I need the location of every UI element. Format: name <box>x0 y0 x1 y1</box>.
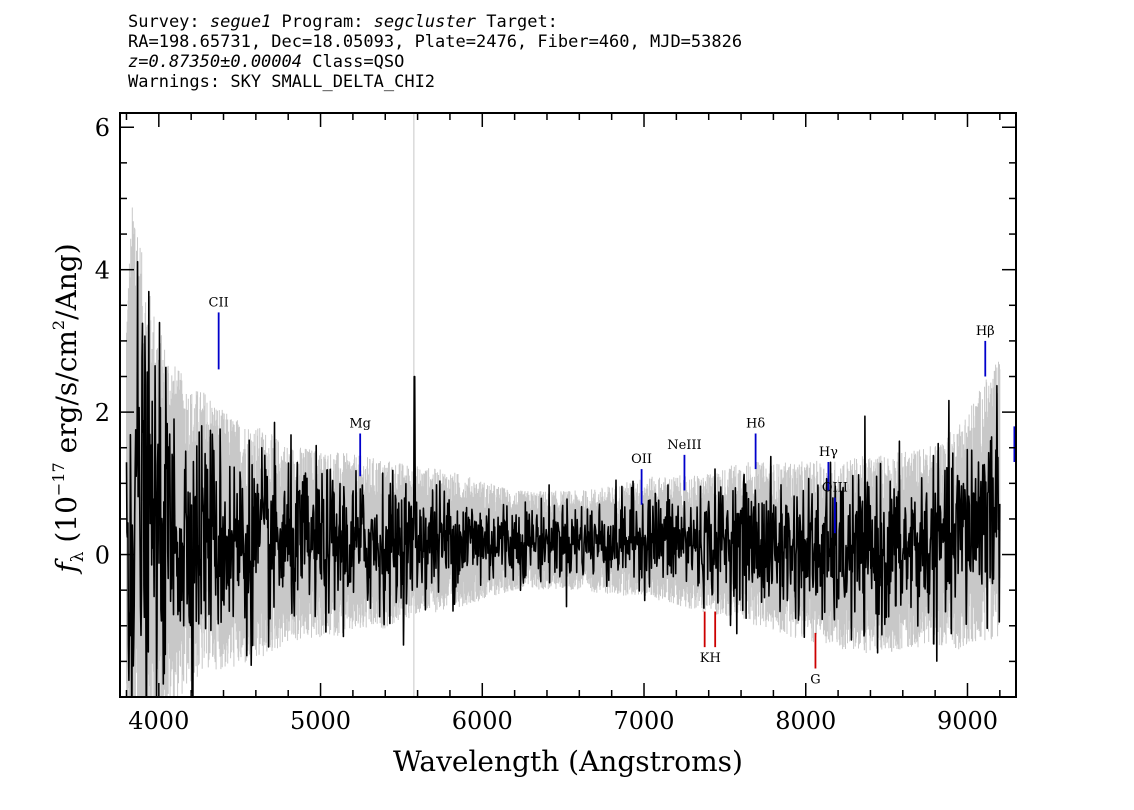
y-axis-mid: erg/s/cm <box>50 330 83 462</box>
error-spectrum <box>126 113 1001 697</box>
x-tick-label: 8000 <box>775 707 836 735</box>
absorption-label-2: G <box>810 673 820 688</box>
emission-label-4: Hδ <box>746 416 765 431</box>
y-tick-label: 4 <box>95 257 110 285</box>
y-axis-rest: (10 <box>50 496 83 551</box>
x-axis-title: Wavelength (Angstroms) <box>393 745 743 778</box>
survey-value: segue1 <box>209 12 272 32</box>
flux-spectrum <box>125 260 1001 697</box>
header-line-warnings: Warnings: SKY SMALL_DELTA_CHI2 <box>128 72 436 92</box>
survey-label: Survey: <box>128 12 210 32</box>
y-tick-label: 2 <box>95 399 110 427</box>
x-tick-label: 6000 <box>452 707 513 735</box>
absorption-label-0: K <box>700 651 710 666</box>
y-axis-exp1: −17 <box>49 462 68 496</box>
plot-frame <box>119 112 1017 698</box>
x-tick-label: 5000 <box>290 707 351 735</box>
program-value: segcluster <box>373 12 477 32</box>
emission-label-3: NeIII <box>667 438 701 453</box>
target-label: Target: <box>476 12 558 32</box>
absorption-label-1: H <box>710 651 721 666</box>
y-axis-title: fλ (10−17 erg/s/cm2/Ang) <box>49 243 88 574</box>
header-line-redshift: z=0.87350±0.00004 Class=QSO <box>128 52 742 72</box>
y-axis-end: /Ang) <box>50 243 83 320</box>
emission-label-1: Mg <box>349 416 371 431</box>
x-tick-label: 4000 <box>128 707 189 735</box>
header-line-survey: Survey: segue1 Program: segcluster Targe… <box>128 12 742 32</box>
x-tick-label: 9000 <box>937 707 998 735</box>
emission-label-2: OII <box>631 452 652 467</box>
class-value: Class=QSO <box>302 52 405 72</box>
y-tick-label: 0 <box>95 542 110 570</box>
x-tick-label: 7000 <box>613 707 674 735</box>
emission-label-0: CII <box>209 295 229 310</box>
flux-line <box>125 260 1001 697</box>
y-axis-exp2: 2 <box>49 320 68 330</box>
y-axis-lambda: λ <box>68 551 88 562</box>
y-tick-label: 6 <box>95 114 110 142</box>
axis-ticks: 4000 5000 6000 7000 8000 9000 0 2 4 6 <box>95 113 1016 735</box>
redshift-value: z=0.87350±0.00004 <box>128 52 302 72</box>
emission-label-7: Hβ <box>976 324 995 339</box>
program-label: Program: <box>271 12 374 32</box>
spectral-line-markers: CII Mg OII NeIII Hδ Hγ OIII Hβ K H G <box>209 295 1016 688</box>
spectrum-header: Survey: segue1 Program: segcluster Targe… <box>128 12 742 92</box>
emission-label-5: Hγ <box>819 445 838 460</box>
header-line-coordinates: RA=198.65731, Dec=18.05093, Plate=2476, … <box>128 32 743 52</box>
emission-label-6: OIII <box>822 481 848 496</box>
